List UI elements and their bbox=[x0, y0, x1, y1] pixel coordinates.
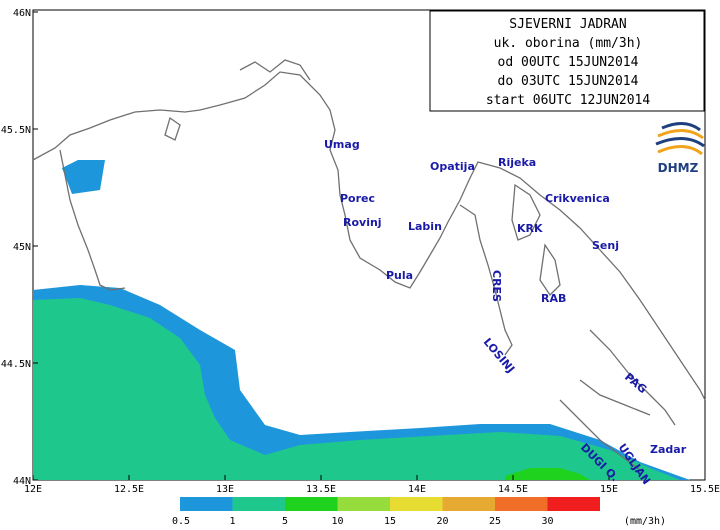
title-box: SJEVERNI JADRAN uk. oborina (mm/3h) od 0… bbox=[429, 10, 705, 112]
place-label-umag: Umag bbox=[324, 138, 360, 151]
legend-swatch bbox=[442, 497, 495, 511]
legend-swatch bbox=[495, 497, 548, 511]
place-label-porec: Porec bbox=[340, 192, 375, 205]
place-label-zadar: Zadar bbox=[650, 443, 687, 456]
legend-swatch bbox=[337, 497, 390, 511]
place-label-crikvenica: Crikvenica bbox=[545, 192, 610, 205]
title-line-3: od 00UTC 15JUN2014 bbox=[498, 55, 639, 70]
lat-tick-label: 44N bbox=[13, 476, 31, 487]
precip-area-light-2 bbox=[62, 160, 105, 194]
longitude-axis: 12E 12.5E 13E 13.5E 14E 14.5E 15E 15.5E bbox=[24, 475, 720, 495]
place-label-senj: Senj bbox=[592, 239, 619, 252]
lon-tick-label: 13.5E bbox=[306, 484, 336, 495]
place-label-rijeka: Rijeka bbox=[498, 156, 536, 169]
dhmz-logo: DHMZ bbox=[655, 122, 705, 175]
legend-label: 0.5 bbox=[172, 516, 190, 527]
lat-tick-label: 45N bbox=[13, 242, 31, 253]
legend-unit: (mm/3h) bbox=[624, 516, 666, 527]
place-label-krk: KRK bbox=[517, 222, 543, 235]
legend-label: 25 bbox=[489, 516, 501, 527]
lon-tick-label: 15E bbox=[600, 484, 618, 495]
title-line-4: do 03UTC 15JUN2014 bbox=[498, 74, 639, 89]
dhmz-logo-swirl bbox=[655, 122, 705, 156]
place-label-labin: Labin bbox=[408, 220, 442, 233]
legend-label: 30 bbox=[541, 516, 553, 527]
coastline bbox=[32, 59, 706, 471]
title-line-5: start 06UTC 12JUN2014 bbox=[486, 93, 651, 108]
legend-swatch bbox=[547, 497, 600, 511]
title-line-2: uk. oborina (mm/3h) bbox=[494, 36, 643, 51]
lat-tick-label: 45.5N bbox=[1, 125, 31, 136]
legend-label: 20 bbox=[436, 516, 448, 527]
lon-tick-label: 12.5E bbox=[114, 484, 144, 495]
precip-area-medium bbox=[33, 298, 680, 480]
lon-tick-label: 12E bbox=[24, 484, 42, 495]
lon-tick-label: 14E bbox=[408, 484, 426, 495]
precip-area-heavy bbox=[505, 468, 590, 480]
place-label-opatija: Opatija bbox=[430, 160, 475, 173]
legend-label: 1 bbox=[229, 516, 235, 527]
legend-label: 15 bbox=[384, 516, 396, 527]
legend-label: 5 bbox=[282, 516, 288, 527]
lat-tick-label: 46N bbox=[13, 8, 31, 19]
legend: 0.5 1 5 10 15 20 25 30 (mm/3h) bbox=[172, 497, 666, 527]
legend-swatch bbox=[390, 497, 443, 511]
place-label-rovinj: Rovinj bbox=[343, 216, 382, 229]
lat-tick-label: 44.5N bbox=[1, 359, 31, 370]
legend-label: 10 bbox=[331, 516, 343, 527]
legend-swatch bbox=[180, 497, 233, 511]
lon-tick-label: 14.5E bbox=[498, 484, 528, 495]
lon-tick-label: 15.5E bbox=[690, 484, 720, 495]
place-label-rab: RAB bbox=[541, 292, 566, 305]
place-label-cres: CRES bbox=[490, 270, 503, 302]
place-label-pula: Pula bbox=[386, 269, 413, 282]
latitude-axis: 46N 45.5N 45N 44.5N 44N bbox=[1, 8, 38, 487]
title-line-1: SJEVERNI JADRAN bbox=[509, 17, 626, 32]
dhmz-logo-text: DHMZ bbox=[658, 161, 699, 175]
legend-swatch bbox=[285, 497, 338, 511]
legend-swatch bbox=[232, 497, 285, 511]
lon-tick-label: 13E bbox=[216, 484, 234, 495]
